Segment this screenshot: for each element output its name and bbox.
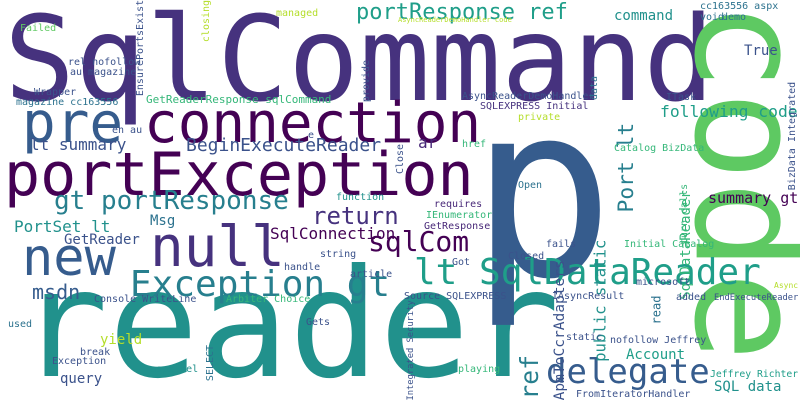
cloud-word: added: [676, 292, 707, 303]
cloud-word: null: [150, 215, 285, 280]
cloud-word: FromIteratorHandler: [576, 389, 691, 400]
cloud-word: SELECT: [205, 344, 217, 382]
cloud-word: playing: [458, 364, 501, 375]
cloud-word: au magazine: [70, 67, 137, 78]
cloud-word: e: [308, 130, 315, 141]
cloud-word: p: [470, 52, 615, 332]
cloud-word: ITask: [666, 92, 697, 103]
cloud-word: Exception gt: [130, 264, 391, 305]
cloud-word: msdn: [32, 280, 81, 304]
cloud-word: SqlConnection: [270, 224, 396, 243]
cloud-word: magazine cc163556: [16, 97, 119, 108]
cloud-word: data: [589, 75, 601, 101]
cloud-word: Failed: [20, 23, 57, 34]
cloud-word: query: [60, 371, 103, 387]
cloud-word: IAsyncResult: [552, 291, 625, 302]
cloud-word: void: [700, 12, 725, 23]
cloud-word: Port lt: [614, 122, 640, 212]
cloud-word: used: [8, 319, 33, 330]
cloud-word: ApmToCcrAdapters: [550, 259, 568, 400]
cloud-word: BeginExecuteReader: [186, 135, 382, 156]
cloud-word: Exception: [52, 356, 107, 367]
cloud-word: lt summary: [30, 135, 127, 154]
cloud-word: Jeffrey Richter: [710, 369, 799, 380]
cloud-word: microsoft: [636, 277, 691, 288]
cloud-word: following code: [660, 102, 798, 121]
cloud-word: break: [80, 347, 111, 358]
cloud-word: Wrapper: [34, 87, 77, 98]
cloud-word: en au: [112, 125, 143, 136]
cloud-word: ref: [514, 355, 544, 400]
cloud-word: href: [462, 139, 487, 150]
cloud-word: Closed: [508, 251, 545, 262]
cloud-word: pre: [22, 91, 124, 156]
cloud-word: private: [518, 112, 561, 123]
cloud-word: provide: [361, 59, 373, 103]
cloud-word: new: [22, 228, 116, 288]
cloud-word: SQLEXPRESS Initial: [480, 101, 589, 112]
cloud-word: PortSet lt: [14, 217, 111, 236]
cloud-word: handle: [284, 262, 321, 273]
cloud-word: demo: [722, 12, 747, 23]
cloud-word: portException: [4, 140, 474, 210]
cloud-word: Catalog BizData: [614, 143, 705, 154]
cloud-word: Arbiter Choice: [226, 294, 311, 305]
cloud-word: code: [660, 0, 800, 362]
cloud-word: sqlCom: [368, 225, 470, 258]
cloud-word: Msg: [150, 213, 176, 229]
cloud-word: string: [320, 249, 357, 260]
cloud-word: Initial Catalog: [624, 239, 715, 250]
cloud-word: nofollow Jeffrey: [610, 335, 707, 346]
cloud-word: Async: [774, 281, 799, 290]
cloud-word: Open: [518, 180, 543, 191]
cloud-word: read: [648, 295, 663, 324]
cloud-word: reader: [18, 238, 560, 400]
cloud-word: closing: [201, 0, 213, 43]
cloud-word: IEnumerator: [426, 210, 493, 221]
cloud-word: Gets: [306, 317, 331, 328]
cloud-word: Source SQLEXPRESS: [404, 291, 507, 302]
cloud-word: static: [566, 332, 603, 343]
cloud-word: GetReaderResponse sqlCommand: [146, 93, 332, 106]
cloud-word: command: [614, 8, 674, 24]
cloud-word: aspx rel: [150, 364, 199, 375]
cloud-word: True: [744, 43, 778, 59]
cloud-word: turn calls: [679, 183, 691, 245]
cloud-word: Account: [626, 347, 686, 363]
cloud-word: GetReader: [64, 232, 140, 248]
cloud-word: managed: [276, 8, 319, 19]
cloud-word: AsyncReaderDemoHandler code: [398, 16, 512, 24]
cloud-word: Console WriteLine: [94, 294, 197, 305]
cloud-word: EndExecuteReader: [714, 293, 799, 303]
cloud-word: delegate: [546, 352, 710, 392]
cloud-word: return: [312, 202, 399, 230]
cloud-word: yield: [100, 332, 143, 348]
cloud-word: fails: [546, 239, 577, 250]
cloud-word: BizData Integrated: [787, 81, 799, 191]
cloud-word: lt SqlDataReader: [414, 252, 761, 293]
cloud-word: summary gt: [708, 189, 799, 207]
cloud-word: requires: [434, 199, 483, 210]
cloud-word: Integrated Security: [405, 299, 416, 400]
cloud-word: EnsurePortsExist: [135, 0, 147, 97]
cloud-word: function: [336, 192, 385, 203]
cloud-word: connection: [144, 91, 482, 156]
cloud-word: Got: [452, 257, 471, 268]
cloud-word: Close: [395, 143, 407, 175]
cloud-word: article: [350, 269, 393, 280]
cloud-word: ar: [418, 133, 438, 152]
cloud-word: GetResponse: [424, 221, 491, 232]
cloud-word: SQL data: [714, 379, 782, 395]
cloud-word: SqlCommand: [4, 0, 715, 128]
cloud-word: gt portResponse: [54, 186, 289, 216]
cloud-word: cc163556 aspx: [700, 1, 779, 12]
cloud-word: AsyncReaderDemoHandler: [462, 91, 595, 102]
cloud-word: portResponse ref: [356, 0, 568, 25]
cloud-word: rel nofollow: [68, 57, 141, 68]
